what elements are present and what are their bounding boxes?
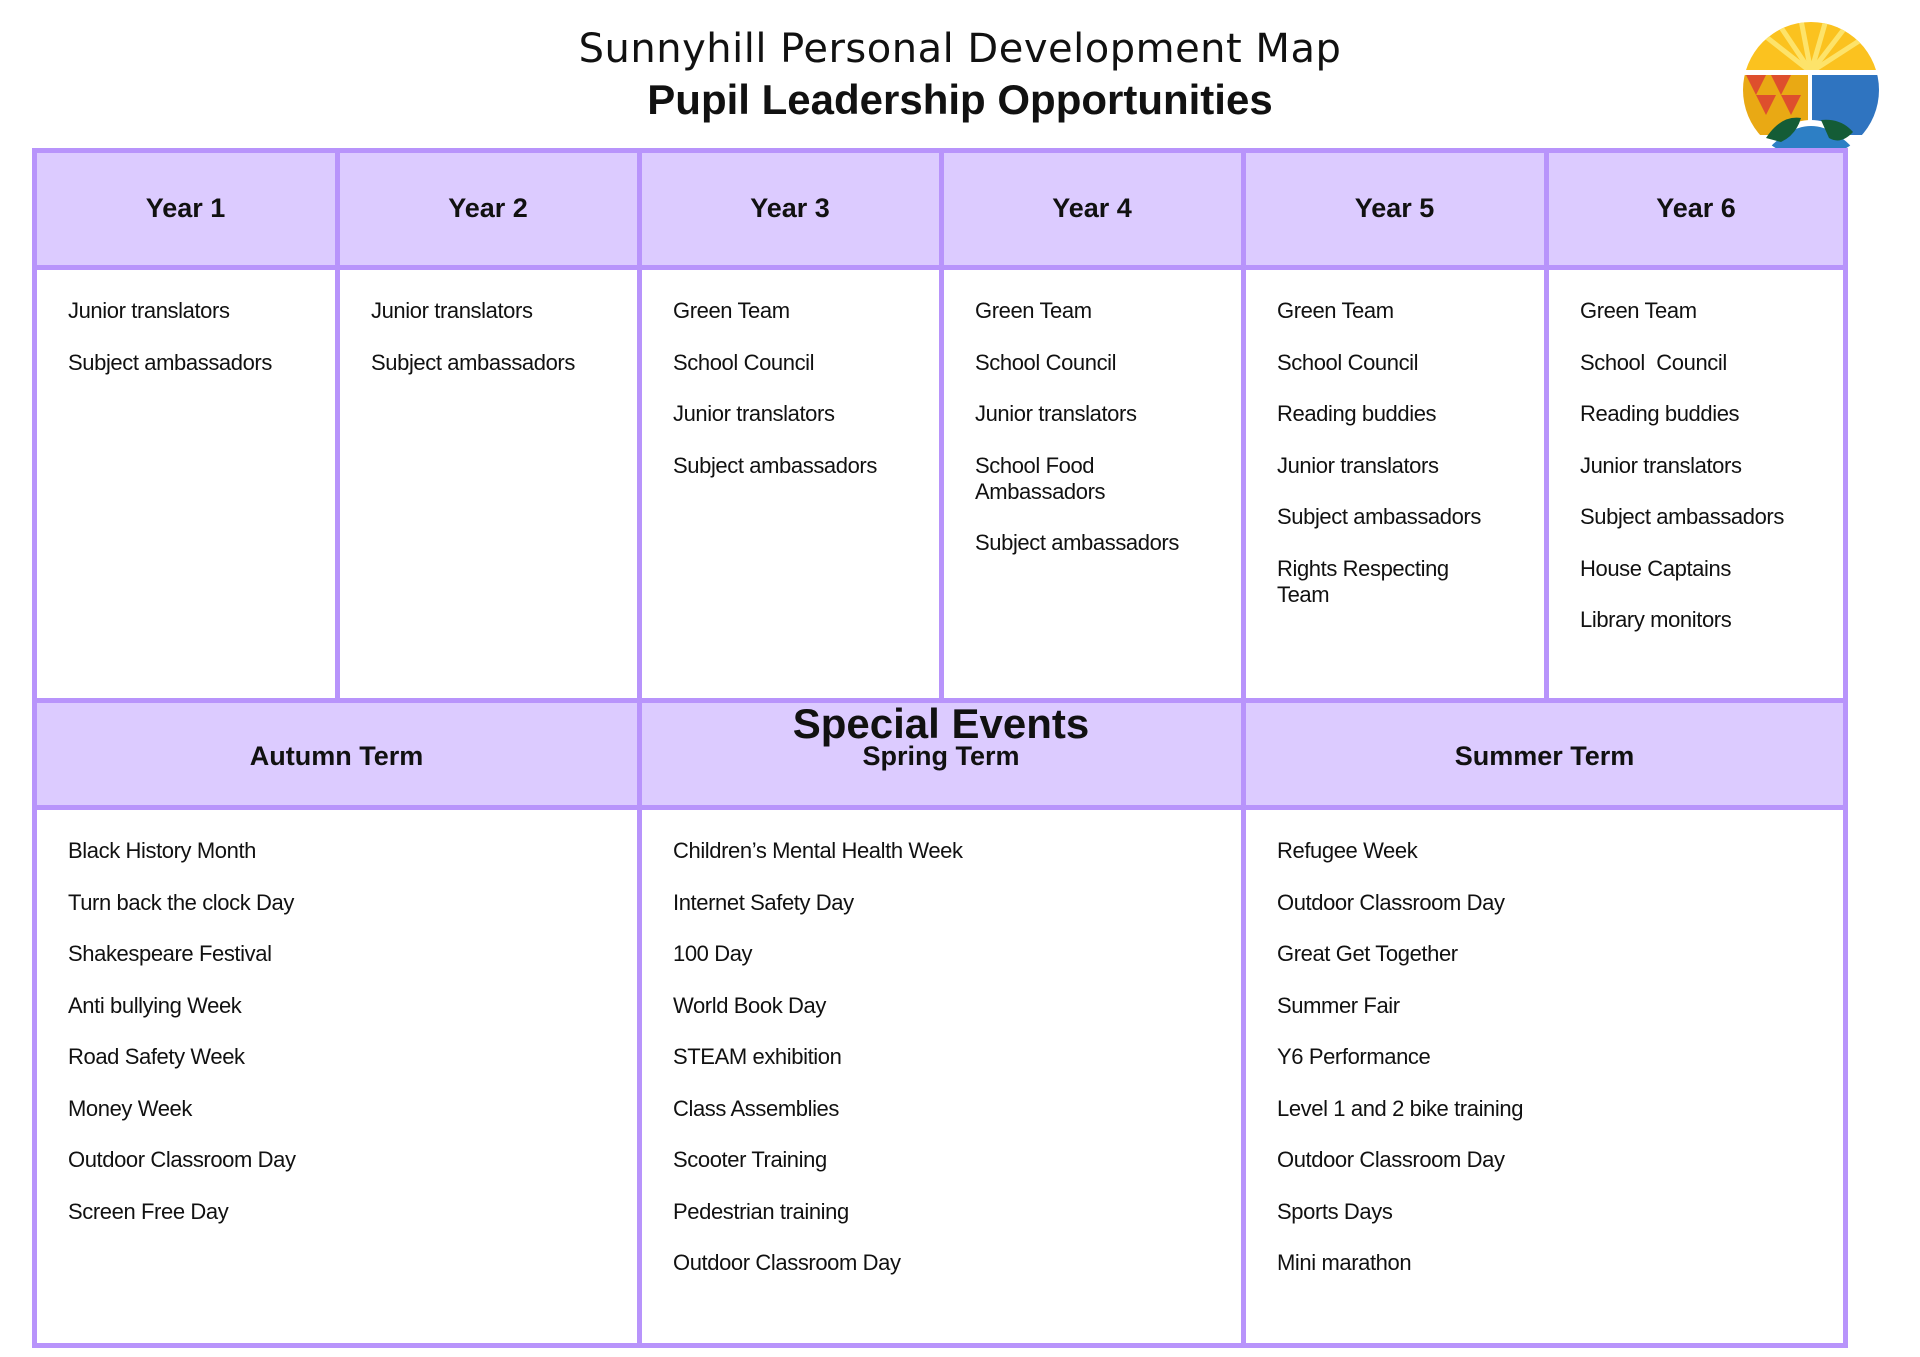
list-item: Junior translators	[1277, 452, 1439, 478]
list-item: Rights Respecting Team	[1277, 555, 1455, 607]
autumn-events-list: Black History Month Turn back the clock D…	[68, 838, 608, 1250]
list-item: Great Get Together	[1277, 941, 1458, 966]
table-border-left	[32, 148, 37, 1348]
list-item: Refugee Week	[1277, 838, 1418, 863]
column-divider	[939, 148, 944, 700]
row-divider	[32, 805, 1848, 810]
list-item: Subject ambassadors	[673, 452, 877, 478]
page-subtitle: Pupil Leadership Opportunities	[647, 76, 1273, 123]
year-4-list: Green Team School Council Junior translato…	[975, 298, 1205, 582]
list-item: Money Week	[68, 1095, 192, 1121]
list-item: Outdoor Classroom Day	[1277, 889, 1505, 915]
term-spring-header: Spring Term	[862, 740, 1020, 771]
list-item: Subject ambassadors	[1277, 504, 1481, 529]
header-year-3: Year 3	[639, 150, 941, 267]
special-events-title: Special Events	[792, 700, 1090, 747]
list-item: Subject ambassadors	[68, 349, 272, 375]
list-item: Green Team	[1580, 298, 1697, 323]
list-item: Green Team	[975, 298, 1092, 323]
list-item: Junior translators	[1580, 452, 1742, 478]
table-border-bottom	[32, 1343, 1848, 1348]
header-year-1: Year 1	[34, 150, 337, 267]
list-item: Road Safety Week	[68, 1044, 245, 1069]
list-item: Mini marathon	[1277, 1250, 1412, 1275]
list-item: Shakespeare Festival	[68, 941, 272, 966]
spring-events-list: Children’s Mental Health Week Internet Sa…	[673, 838, 1213, 1302]
list-item: Junior translators	[68, 298, 230, 323]
year-1-list: Junior translators Subject ambassadors	[68, 298, 328, 401]
list-item: Subject ambassadors	[975, 530, 1179, 555]
term-summer-header: Summer Term	[1454, 740, 1635, 771]
header-year-4: Year 4	[941, 150, 1243, 267]
list-item: STEAM exhibition	[673, 1044, 842, 1069]
list-item: Reading buddies	[1580, 401, 1740, 426]
list-item: Outdoor Classroom Day	[1277, 1147, 1505, 1172]
list-item: Subject ambassadors	[371, 349, 575, 375]
list-item: Library monitors	[1580, 607, 1732, 632]
list-item: Outdoor Classroom Day	[673, 1250, 901, 1275]
list-item: Anti bullying Week	[68, 992, 242, 1018]
list-item: Reading buddies	[1277, 401, 1437, 426]
column-divider	[1241, 148, 1246, 1348]
year-5-list: Green Team School Council Reading buddies J…	[1277, 298, 1497, 633]
special-events-header-band	[34, 700, 1846, 807]
list-item: School Council	[673, 349, 815, 375]
year-6-list: Green Team School Council Reading buddies J…	[1580, 298, 1840, 659]
list-item: Internet Safety Day	[673, 889, 854, 915]
page-title: Sunnyhill Personal Development Map	[578, 26, 1342, 72]
list-item: Class Assemblies	[673, 1095, 839, 1121]
list-item: Pedestrian training	[673, 1198, 849, 1224]
header-year-5: Year 5	[1243, 150, 1546, 267]
list-item: House Captains	[1580, 555, 1731, 581]
table-border-right	[1843, 148, 1848, 1348]
list-item: Outdoor Classroom Day	[68, 1147, 296, 1172]
list-item: School Council	[1580, 349, 1727, 375]
list-item: Scooter Training	[673, 1147, 827, 1172]
list-item: Sports Days	[1277, 1198, 1393, 1224]
header-year-2: Year 2	[337, 150, 639, 267]
summer-events-list: Refugee Week Outdoor Classroom Day Great G…	[1277, 838, 1817, 1302]
header-year-6: Year 6	[1546, 150, 1846, 267]
list-item: Screen Free Day	[68, 1198, 229, 1224]
list-item: Green Team	[1277, 298, 1394, 323]
year-3-list: Green Team School Council Junior translato…	[673, 298, 933, 504]
year-2-list: Junior translators Subject ambassadors	[371, 298, 631, 401]
list-item: School Food Ambassadors	[975, 452, 1106, 504]
list-item: Junior translators	[673, 401, 835, 426]
list-item: 100 Day	[673, 941, 753, 966]
column-divider	[1544, 148, 1549, 700]
list-item: School Council	[1277, 349, 1419, 375]
list-item: Turn back the clock Day	[68, 889, 294, 915]
list-item: Subject ambassadors	[1580, 504, 1784, 529]
list-item: Children’s Mental Health Week	[673, 838, 963, 863]
term-autumn-header: Autumn Term	[249, 740, 424, 771]
school-logo-icon	[1743, 22, 1879, 158]
row-divider	[32, 698, 1848, 703]
list-item: Level 1 and 2 bike training	[1277, 1095, 1524, 1121]
list-item: School Council	[975, 349, 1117, 375]
column-divider	[335, 148, 340, 700]
list-item: Y6 Performance	[1277, 1044, 1431, 1069]
column-divider	[637, 148, 642, 1348]
list-item: Green Team	[673, 298, 790, 323]
list-item: Junior translators	[975, 401, 1137, 426]
list-item: Junior translators	[371, 298, 533, 323]
list-item: Summer Fair	[1277, 992, 1400, 1018]
list-item: World Book Day	[673, 992, 826, 1018]
list-item: Black History Month	[68, 838, 257, 863]
